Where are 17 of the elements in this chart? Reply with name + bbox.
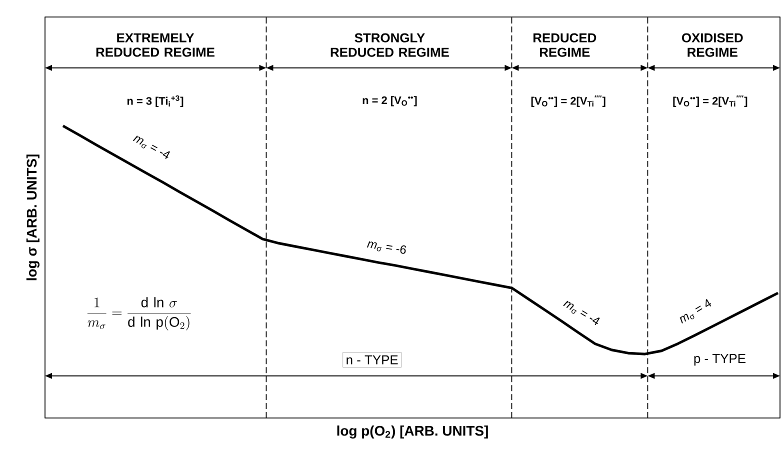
text: [V$_{O}$$^{••}$] = 2[V$_{Ti}$$^{′′′′}$]: [673, 95, 748, 107]
y-axis-title: log σ [ARB. UNITS]: [26, 154, 40, 280]
annotation: p - TYPE: [694, 354, 746, 366]
annotation: m$_{σ}$ = -6: [366, 241, 406, 254]
x-axis-title: log p(O$_{2}$) [ARB. UNITS]: [337, 426, 488, 439]
annotation: m$_{σ}$ = -4: [132, 136, 170, 159]
annotation: m$_{σ}$ = -4: [563, 300, 600, 326]
text: REDUCED REGIME: [533, 33, 596, 57]
annotation: m$_{σ}$ = 4: [680, 299, 712, 324]
annotation: $\frac{1}{m_\sigma}=\frac{\mathrm{d}\,\ln\,\sigma}{\mathrm{d}\,\ln\,\mathrm{p}(\mathrm{O}_2)}$: [87, 297, 191, 330]
text: STRONGLY REDUCED REGIME: [330, 33, 449, 57]
annotation: n - TYPE: [346, 355, 398, 364]
text: EXTREMELY REDUCED REGIME: [96, 33, 214, 57]
text: n = 2 [V$_{O}$$^{••}$]: [362, 96, 417, 106]
text: OXIDISED REGIME: [682, 33, 743, 57]
text: n = 3 [Ti$_{i}$$^{+3}$]: [127, 95, 184, 107]
text: [V$_{O}$$^{••}$] = 2[V$_{Ti}$$^{′′′′}$]: [531, 95, 606, 107]
